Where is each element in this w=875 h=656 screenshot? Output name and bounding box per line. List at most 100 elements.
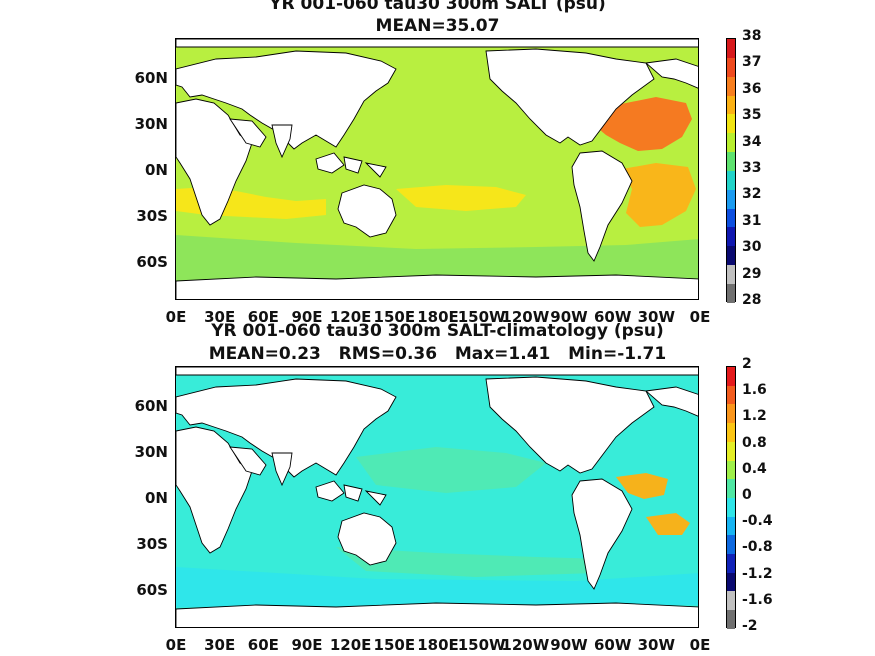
x-tick-label: 150E [373,308,416,326]
land-europe [644,58,698,89]
ytick-60S: 60S [136,253,168,271]
ytick-60N-2: 60N [134,397,168,415]
colorbar-swatch [727,57,735,77]
colorbar-tick-label: 32 [742,186,762,203]
colorbar-swatch [727,572,735,592]
colorbar-swatch [727,189,735,209]
colorbar-swatch [727,441,735,461]
x-tick-label: 90W [550,636,588,654]
atlantic-positive-anomaly [616,473,690,535]
colorbar-tick-label: 30 [742,239,762,256]
south-atlantic-high-salinity [622,163,696,227]
colorbar-swatch [727,460,735,480]
x-tick-label: 150E [373,636,416,654]
colorbar-tick-label: -2 [742,618,758,634]
salinity-map [175,38,699,300]
south-pacific-band [396,185,526,211]
colorbar-swatch [727,610,735,629]
ytick-60N: 60N [134,69,168,87]
colorbar-swatch [727,208,735,228]
colorbar-swatch [727,404,735,424]
x-tick-label: 90W [550,308,588,326]
colorbar-tick-label: 34 [742,133,762,150]
colorbar-swatch [727,39,735,58]
x-tick-label: 60E [247,308,279,326]
land-antarctica [176,274,698,299]
colorbar-tick-label: 35 [742,107,762,124]
pacific-equatorial-band [336,447,606,577]
x-tick-label: 90E [291,308,323,326]
x-tick-label: 180E [417,636,459,654]
panel1-colorbar [726,38,736,303]
colorbar-tick-label: 1.6 [742,382,767,399]
colorbar-tick-label: 36 [742,80,762,97]
panel1-subtitle: MEAN=35.07 [375,16,500,36]
x-tick-label: 150W [457,308,506,326]
salinity-anomaly-map [175,366,699,628]
colorbar-swatch [727,227,735,247]
colorbar-tick-label: 2 [742,356,752,372]
ytick-30N: 30N [134,115,168,133]
panel2-subtitle: MEAN=0.23 RMS=0.36 Max=1.41 Min=-1.71 [208,344,667,364]
colorbar-swatch [727,535,735,555]
colorbar-tick-label: -1.6 [742,591,773,608]
x-tick-label: 0E [689,636,711,654]
land-australia [337,512,397,566]
panel1-title: YR 001-060 tau30 300m SALT (psu) [269,0,606,14]
x-tick-label: 120W [501,308,550,326]
colorbar-tick-label: 31 [742,212,762,229]
land-africa [176,98,253,226]
x-tick-label: 60W [593,308,632,326]
colorbar-tick-label: 38 [742,28,762,44]
land-antarctica [176,602,698,627]
land-africa [176,426,253,554]
land-australia [337,184,397,238]
ytick-30S: 30S [136,207,168,225]
land-arabia-india [229,118,293,159]
land-south-america [571,478,633,590]
ytick-0N: 0N [145,161,168,179]
land-se-asia-islands [315,480,387,506]
colorbar-swatch [727,554,735,573]
colorbar-swatch [727,152,735,171]
ytick-30S-2: 30S [136,535,168,553]
x-tick-label: 150W [457,636,506,654]
x-tick-label: 30E [204,308,236,326]
colorbar-tick-label: 29 [742,265,762,282]
land-eurasia [176,378,397,478]
x-tick-label: 120W [501,636,550,654]
colorbar-swatch [727,170,735,190]
colorbar-swatch [727,246,735,266]
ytick-0N-2: 0N [145,489,168,507]
x-tick-label: 30W [637,636,676,654]
land-arabia-india [229,446,293,487]
x-tick-label: 120E [329,636,372,654]
colorbar-swatch [727,479,735,498]
colorbar-swatch [727,367,735,386]
colorbar-swatch [727,114,735,134]
land-eurasia [176,50,397,150]
colorbar-tick-label: 1.2 [742,408,767,425]
land-south-america [571,150,633,262]
southern-ocean-anomaly [176,567,698,607]
colorbar-swatch [727,591,735,611]
colorbar-tick-label: -0.8 [742,539,773,556]
ytick-30N-2: 30N [134,443,168,461]
colorbar-swatch [727,76,735,96]
x-tick-label: 0E [689,308,711,326]
land-europe [644,386,698,417]
x-tick-label: 60W [593,636,632,654]
colorbar-swatch [727,133,735,153]
colorbar-swatch [727,265,735,284]
colorbar-swatch [727,283,735,303]
x-tick-label: 0E [165,636,187,654]
colorbar-tick-label: 28 [742,292,762,308]
colorbar-tick-label: -0.4 [742,513,773,530]
x-tick-label: 60E [247,636,279,654]
x-tick-label: 0E [165,308,187,326]
x-tick-label: 30W [637,308,676,326]
panel2-colorbar [726,366,736,629]
land-arctic-cap [176,367,698,376]
colorbar-swatch [727,385,735,405]
x-tick-label: 180E [417,308,459,326]
